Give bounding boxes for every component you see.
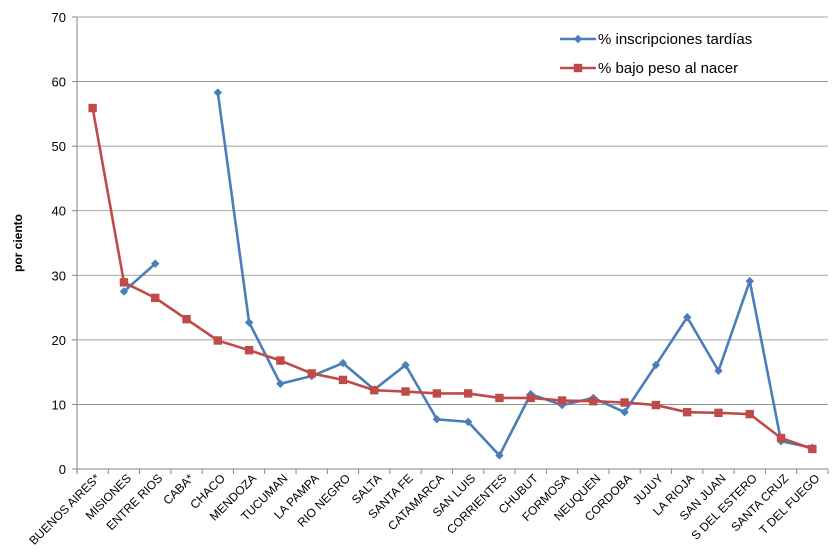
legend: % inscripciones tardías % bajo peso al na… bbox=[560, 31, 752, 77]
data-point bbox=[620, 407, 629, 417]
data-point bbox=[495, 393, 504, 403]
legend-marker bbox=[573, 34, 583, 44]
data-point bbox=[276, 356, 285, 365]
y-tick-label: 70 bbox=[52, 10, 66, 25]
data-point bbox=[463, 417, 473, 427]
data-point bbox=[745, 276, 754, 286]
data-point bbox=[714, 408, 723, 418]
data-point bbox=[119, 278, 129, 287]
data-point bbox=[682, 407, 692, 417]
y-tick-label: 10 bbox=[52, 397, 66, 412]
data-point bbox=[151, 259, 160, 268]
data-point bbox=[244, 345, 254, 355]
data-point bbox=[526, 393, 535, 403]
data-point bbox=[589, 397, 598, 406]
data-point bbox=[432, 389, 442, 398]
data-point bbox=[307, 369, 316, 378]
data-point bbox=[276, 379, 285, 388]
series-line bbox=[216, 92, 813, 457]
legend-label: % bajo peso al nacer bbox=[598, 60, 738, 77]
data-point bbox=[776, 433, 786, 443]
data-point bbox=[182, 314, 191, 324]
data-point bbox=[244, 318, 254, 327]
y-tick-label: 60 bbox=[52, 75, 66, 90]
series-line bbox=[91, 107, 813, 451]
y-tick-label: 0 bbox=[59, 462, 66, 477]
legend-label: % inscripciones tardías bbox=[598, 31, 752, 48]
data-point bbox=[808, 444, 817, 454]
y-tick-label: 40 bbox=[52, 204, 66, 219]
axes bbox=[72, 16, 829, 474]
series-1 bbox=[88, 103, 817, 454]
data-point bbox=[745, 409, 754, 419]
gridlines bbox=[77, 16, 828, 405]
series-line bbox=[123, 262, 157, 293]
data-point bbox=[682, 313, 692, 322]
data-point bbox=[151, 293, 160, 303]
legend-marker bbox=[573, 63, 583, 73]
data-series bbox=[88, 88, 817, 460]
data-point bbox=[401, 360, 410, 370]
data-point bbox=[557, 396, 567, 405]
data-point bbox=[338, 375, 348, 385]
y-tick-labels: 0 10 20 30 40 50 60 70 bbox=[52, 10, 66, 477]
data-point bbox=[401, 387, 410, 396]
data-point bbox=[432, 415, 442, 424]
data-point bbox=[620, 398, 629, 407]
data-point bbox=[119, 287, 129, 296]
data-point bbox=[714, 366, 723, 376]
data-point bbox=[213, 88, 223, 97]
data-point bbox=[88, 103, 97, 113]
data-point bbox=[463, 389, 473, 398]
data-point bbox=[338, 358, 348, 368]
data-point bbox=[651, 400, 661, 410]
legend-item-1: % bajo peso al nacer bbox=[560, 60, 738, 77]
legend-item-0: % inscripciones tardías bbox=[560, 31, 752, 48]
y-tick-label: 20 bbox=[52, 333, 66, 348]
data-point bbox=[651, 360, 661, 370]
y-tick-label: 50 bbox=[52, 139, 66, 154]
data-point bbox=[213, 336, 223, 345]
data-point bbox=[495, 451, 504, 460]
series-0 bbox=[119, 88, 817, 460]
data-point bbox=[370, 386, 379, 395]
y-axis-title: por ciento bbox=[11, 214, 25, 272]
y-tick-label: 30 bbox=[52, 268, 66, 283]
